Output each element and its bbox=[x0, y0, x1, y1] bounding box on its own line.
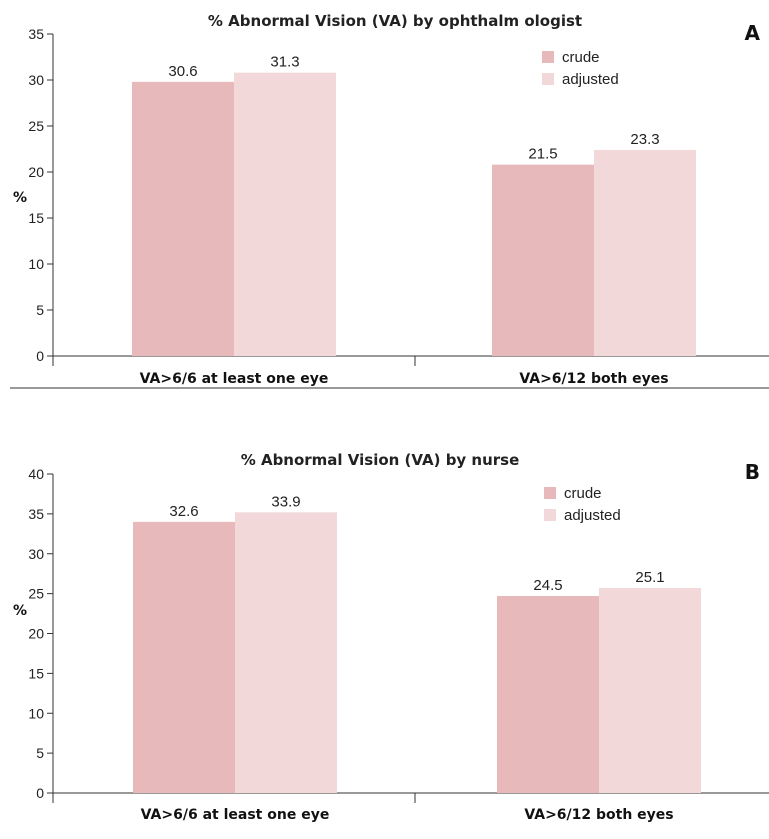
data-label: 33.9 bbox=[271, 493, 300, 510]
data-label: 31.3 bbox=[270, 54, 299, 71]
bar-adjusted bbox=[599, 588, 701, 793]
data-label: 25.1 bbox=[635, 569, 664, 586]
legend-swatch-crude bbox=[544, 487, 556, 499]
data-label: 32.6 bbox=[169, 503, 198, 520]
data-label: 30.6 bbox=[168, 63, 197, 80]
panel-letter: A bbox=[745, 21, 761, 45]
y-tick-label: 5 bbox=[36, 745, 44, 761]
bar-crude bbox=[132, 81, 234, 356]
bar-adjusted bbox=[235, 512, 337, 793]
y-tick-label: 35 bbox=[28, 506, 44, 522]
bar-crude bbox=[492, 164, 594, 356]
chart-title: % Abnormal Vision (VA) by ophthalm ologi… bbox=[208, 12, 582, 30]
legend-label-crude: crude bbox=[562, 49, 600, 66]
data-label: 23.3 bbox=[630, 131, 659, 148]
y-tick-label: 25 bbox=[28, 586, 44, 602]
panel-letter: B bbox=[745, 460, 760, 484]
chart-title: % Abnormal Vision (VA) by nurse bbox=[241, 451, 520, 469]
y-tick-label: 20 bbox=[28, 626, 44, 642]
y-axis-label: % bbox=[13, 603, 27, 619]
data-label: 21.5 bbox=[528, 146, 557, 163]
panel-b: % Abnormal Vision (VA) by nurse B% 0 5 10 15 2… bbox=[13, 451, 769, 823]
y-tick-label: 15 bbox=[28, 210, 44, 226]
x-tick-label: VA>6/12 both eyes bbox=[524, 807, 673, 823]
legend-label-adjusted: adjusted bbox=[562, 71, 619, 88]
y-tick-label: 25 bbox=[28, 118, 44, 134]
y-tick-label: 15 bbox=[28, 665, 44, 681]
legend-swatch-crude bbox=[542, 51, 554, 63]
x-tick-label: VA>6/6 at least one eye bbox=[140, 371, 329, 387]
legend-swatch-adjusted bbox=[542, 73, 554, 85]
y-tick-label: 35 bbox=[28, 26, 44, 42]
legend-label-crude: crude bbox=[564, 485, 602, 502]
y-tick-label: 5 bbox=[36, 302, 44, 318]
legend-swatch-adjusted bbox=[544, 509, 556, 521]
data-label: 24.5 bbox=[533, 577, 562, 594]
y-tick-label: 20 bbox=[28, 164, 44, 180]
bar-crude bbox=[497, 596, 599, 793]
x-tick-label: VA>6/12 both eyes bbox=[519, 371, 668, 387]
legend-label-adjusted: adjusted bbox=[564, 507, 621, 524]
panel-a: % Abnormal Vision (VA) by ophthalm ologi… bbox=[13, 12, 769, 387]
y-tick-label: 40 bbox=[28, 466, 44, 482]
bar-adjusted bbox=[234, 72, 336, 356]
y-tick-label: 30 bbox=[28, 72, 44, 88]
y-tick-label: 0 bbox=[36, 785, 44, 801]
y-axis-label: % bbox=[13, 190, 27, 206]
y-tick-label: 10 bbox=[28, 256, 44, 272]
x-tick-label: VA>6/6 at least one eye bbox=[141, 807, 330, 823]
bar-adjusted bbox=[594, 149, 696, 356]
y-tick-label: 0 bbox=[36, 348, 44, 364]
y-tick-label: 10 bbox=[28, 705, 44, 721]
bar-crude bbox=[133, 521, 235, 793]
y-tick-label: 30 bbox=[28, 546, 44, 562]
